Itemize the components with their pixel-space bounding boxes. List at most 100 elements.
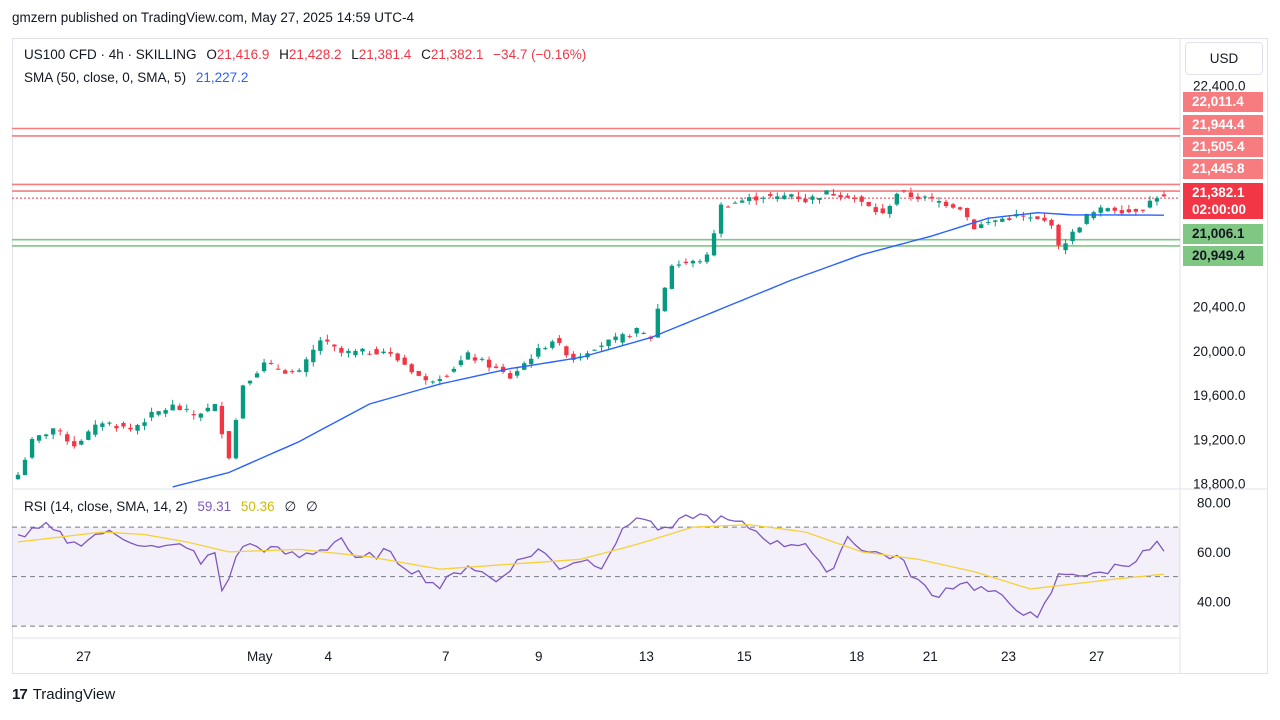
candle-body [859,196,864,202]
candle-body [149,411,154,418]
candle-body [957,207,963,210]
candle-body [1070,231,1075,242]
candle-body [747,197,752,201]
last-price-value: 21,382.1 [1192,185,1245,200]
rsi-sma-line [17,523,1165,590]
sma-line [172,211,1164,488]
candle-body [493,366,499,368]
candle-body [346,350,351,354]
candle-body [543,348,548,350]
candle-body [1147,200,1153,208]
candle-body [409,364,414,373]
candle-body [1119,210,1124,214]
candle-body [395,353,400,361]
candle-body [93,424,98,435]
candle-body [1112,207,1117,211]
support-tag-1: 21,006.1 [1183,224,1263,244]
candle-body [212,403,218,411]
rsi-legend[interactable]: RSI (14, close, SMA, 14, 2) 59.31 50.36 … [24,499,318,515]
candle-body [240,385,246,419]
candle-body [1049,219,1054,226]
candle-body [550,341,555,348]
candle-body [641,332,646,334]
candle-body [768,194,773,196]
candle-body [128,427,133,430]
candle-body [732,202,738,204]
close-value: 21,382.1 [430,47,484,62]
candle-body [332,344,337,347]
candle-body [725,206,731,208]
candle-body [782,195,787,200]
candle-body [831,193,836,196]
candle-body [479,358,485,360]
candle-body [177,405,182,411]
open-value: 21,416.9 [216,47,270,62]
candle-body [1098,207,1103,213]
price-tick-label: 19,600.0 [1193,388,1246,403]
time-tick-label: 27 [76,649,91,664]
rsi-sma-value: 50.36 [240,499,275,514]
candle-body [1154,198,1160,202]
candle-body [866,201,871,207]
candle-body [986,221,991,223]
candle-body [423,376,428,381]
candle-body [775,196,780,200]
candle-body [662,287,667,312]
candle-body [810,196,815,200]
time-tick-label: 13 [639,649,654,664]
candle-body [571,353,576,360]
candle-body [887,205,892,214]
candle-body [184,408,189,410]
rsi-line [17,513,1165,619]
candle-body [22,459,28,476]
candle-body [430,381,435,383]
candle-body [739,200,745,203]
candle-body [634,328,639,334]
sma-legend[interactable]: SMA (50, close, 0, SMA, 5) 21,227.2 [24,70,248,85]
tradingview-brand: TradingView [32,686,116,703]
candle-body [339,347,344,353]
candle-body [486,359,492,368]
candle-body [507,373,513,379]
candle-body [261,362,267,372]
time-tick-label: 21 [923,649,938,664]
price-tick-label: 20,000.0 [1193,344,1246,359]
candle-body [993,220,998,222]
candle-body [901,190,907,192]
candle-body [592,349,597,351]
candle-body [1028,217,1033,219]
candle-body [290,371,295,373]
candle-body [1000,218,1005,222]
candle-body [72,441,77,447]
candle-body [1077,227,1082,233]
price-tick-label: 20,400.0 [1193,300,1246,315]
candle-body [964,208,970,218]
currency-selector[interactable]: USD [1185,42,1263,75]
symbol-label[interactable]: US100 CFD · 4h · SKILLING [24,47,197,62]
candle-body [796,196,801,199]
resistance-tag-3: 21,505.4 [1183,137,1263,157]
publisher-line: gmzern published on TradingView.com, May… [12,10,414,25]
close-label: C [421,47,431,62]
candle-body [233,420,239,459]
chart-frame[interactable] [12,38,1268,674]
candle-body [100,423,105,427]
candle-body [247,380,253,384]
rsi-tick-label: 80.00 [1197,495,1231,510]
candle-body [472,357,478,361]
candle-body [465,352,471,360]
candle-body [43,434,49,437]
tradingview-footer[interactable]: 17 TradingView [12,686,115,703]
candle-body [1105,208,1110,212]
resistance-tag-2: 21,944.4 [1183,115,1263,135]
candle-body [711,233,717,256]
candle-body [226,431,232,459]
time-tick-label: 23 [1001,649,1016,664]
candle-body [381,351,386,354]
candle-body [1126,209,1132,213]
candle-body [437,379,443,381]
candle-body [50,428,56,435]
candle-body [1133,208,1139,212]
candle-body [121,423,126,427]
